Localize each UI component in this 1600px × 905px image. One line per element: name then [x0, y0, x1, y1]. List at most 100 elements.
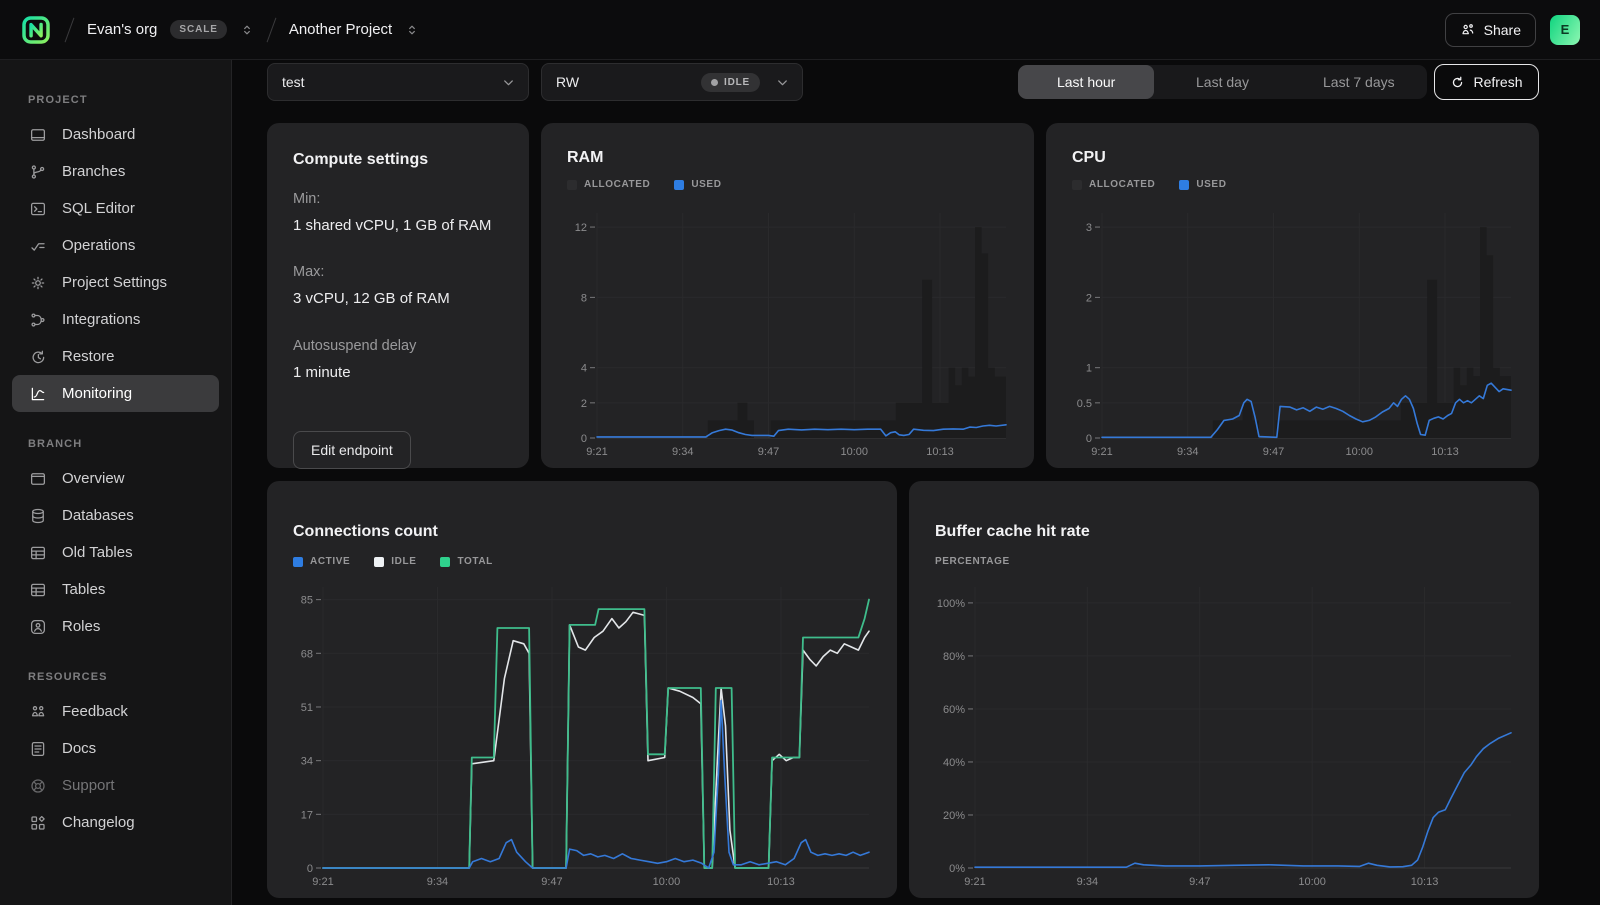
svg-text:40%: 40%: [943, 757, 965, 769]
chevron-down-icon: [775, 75, 790, 90]
svg-text:12: 12: [575, 222, 587, 234]
svg-text:9:34: 9:34: [1077, 876, 1098, 888]
sidebar-item-docs[interactable]: Docs: [12, 730, 219, 767]
sidebar-item-feedback[interactable]: Feedback: [12, 693, 219, 730]
autosuspend-value: 1 minute: [293, 364, 351, 381]
svg-text:9:34: 9:34: [427, 876, 448, 888]
min-value: 1 shared vCPU, 1 GB of RAM: [293, 217, 492, 234]
edit-endpoint-button[interactable]: Edit endpoint: [293, 431, 411, 469]
legend-swatch-icon: [1179, 179, 1190, 190]
sidebar-item-label: Overview: [62, 470, 125, 487]
sidebar-item-branches[interactable]: Branches: [12, 153, 219, 190]
changelog-icon: [31, 815, 45, 830]
svg-text:0: 0: [1086, 433, 1092, 445]
sidebar-item-label: Integrations: [62, 311, 141, 328]
svg-text:9:47: 9:47: [1263, 446, 1284, 458]
svg-text:4: 4: [581, 363, 587, 375]
sidebar-item-support[interactable]: Support: [12, 767, 219, 804]
legend-swatch-icon: [374, 556, 385, 567]
neon-logo-icon[interactable]: [20, 14, 52, 46]
tab-last-7-days[interactable]: Last 7 days: [1323, 74, 1395, 90]
database-icon: [32, 508, 44, 523]
sidebar-item-label: Dashboard: [62, 126, 136, 143]
share-button[interactable]: Share: [1444, 12, 1536, 47]
branch-select[interactable]: test: [267, 63, 529, 101]
sidebar-item-label: Support: [62, 777, 115, 794]
sidebar-item-restore[interactable]: Restore: [12, 338, 219, 375]
sidebar-item-changelog[interactable]: Changelog: [12, 804, 219, 841]
cpu-chart-title: CPU: [1072, 149, 1106, 166]
time-range-tabs: Last hour Last day Last 7 days: [1018, 65, 1427, 99]
feedback-icon: [31, 705, 45, 716]
overview-icon: [30, 472, 46, 485]
svg-text:80%: 80%: [943, 651, 965, 663]
cpu-chart: 0 0.5 1 2 3 9:21 9:34 9:47 10:00 10:13: [1064, 207, 1519, 460]
max-label: Max:: [293, 264, 325, 280]
connections-chart-title: Connections count: [293, 523, 438, 540]
refresh-button[interactable]: Refresh: [1434, 64, 1539, 100]
svg-text:0: 0: [307, 863, 313, 875]
svg-text:17: 17: [301, 809, 313, 821]
legend-swatch-icon: [1072, 179, 1082, 190]
legend-allocated: ALLOCATED: [1072, 179, 1155, 190]
project-name[interactable]: Another Project: [288, 21, 393, 38]
svg-text:9:34: 9:34: [1177, 446, 1198, 458]
sidebar-item-label: Changelog: [62, 814, 135, 831]
org-plan-badge: SCALE: [170, 20, 227, 39]
sidebar-item-label: SQL Editor: [62, 200, 135, 217]
org-name[interactable]: Evan's org: [87, 21, 158, 38]
sidebar-item-sql-editor[interactable]: SQL Editor: [12, 190, 219, 227]
svg-text:100%: 100%: [937, 598, 965, 610]
breadcrumb-slash: [266, 17, 277, 42]
svg-text:3: 3: [1086, 222, 1092, 234]
sidebar-item-old-tables[interactable]: Old Tables: [12, 534, 219, 571]
sidebar-item-dashboard[interactable]: Dashboard: [12, 116, 219, 153]
sidebar-item-operations[interactable]: Operations: [12, 227, 219, 264]
svg-text:10:00: 10:00: [1346, 446, 1374, 458]
svg-text:10:00: 10:00: [841, 446, 869, 458]
branch-select-value: test: [282, 74, 305, 90]
svg-text:10:00: 10:00: [653, 876, 681, 888]
org-switcher-chevron-icon[interactable]: [240, 23, 254, 37]
svg-text:0: 0: [581, 433, 587, 445]
user-avatar[interactable]: E: [1550, 14, 1580, 45]
sidebar-item-roles[interactable]: Roles: [12, 608, 219, 645]
sidebar-item-label: Databases: [62, 507, 134, 524]
svg-text:34: 34: [301, 756, 313, 768]
sidebar-section-resources: RESOURCES: [28, 671, 108, 683]
sql-editor-icon: [30, 202, 46, 215]
compute-select[interactable]: RW IDLE: [541, 63, 803, 101]
min-label: Min:: [293, 191, 321, 207]
dashboard-icon: [30, 128, 46, 141]
svg-text:8: 8: [581, 292, 587, 304]
svg-text:2: 2: [1086, 292, 1092, 304]
sidebar-item-tables[interactable]: Tables: [12, 571, 219, 608]
compute-select-value: RW: [556, 74, 580, 90]
gear-icon: [31, 276, 45, 289]
sidebar-item-databases[interactable]: Databases: [12, 497, 219, 534]
ram-chart-title: RAM: [567, 149, 604, 166]
legend-swatch-icon: [293, 556, 303, 567]
svg-text:9:47: 9:47: [758, 446, 779, 458]
people-icon: [1460, 22, 1476, 38]
sidebar-item-label: Feedback: [62, 703, 128, 720]
operations-icon: [31, 242, 45, 251]
sidebar-item-project-settings[interactable]: Project Settings: [12, 264, 219, 301]
project-switcher-chevron-icon[interactable]: [405, 23, 419, 37]
svg-text:2: 2: [581, 398, 587, 410]
legend-swatch-icon: [674, 179, 685, 190]
sidebar-item-label: Docs: [62, 740, 97, 757]
sidebar-item-overview[interactable]: Overview: [12, 460, 219, 497]
svg-text:20%: 20%: [943, 810, 965, 822]
tab-last-day[interactable]: Last day: [1196, 74, 1249, 90]
cpu-chart-legend: ALLOCATED USED: [1072, 179, 1227, 190]
sidebar-item-integrations[interactable]: Integrations: [12, 301, 219, 338]
refresh-button-label: Refresh: [1473, 74, 1523, 90]
refresh-icon: [1450, 75, 1465, 90]
tab-last-hour[interactable]: Last hour: [1018, 65, 1155, 99]
status-dot-icon: [711, 78, 719, 86]
sidebar-section-project: PROJECT: [28, 94, 88, 106]
sidebar-item-monitoring[interactable]: Monitoring: [12, 375, 219, 412]
sidebar-item-label: Operations: [62, 237, 136, 254]
